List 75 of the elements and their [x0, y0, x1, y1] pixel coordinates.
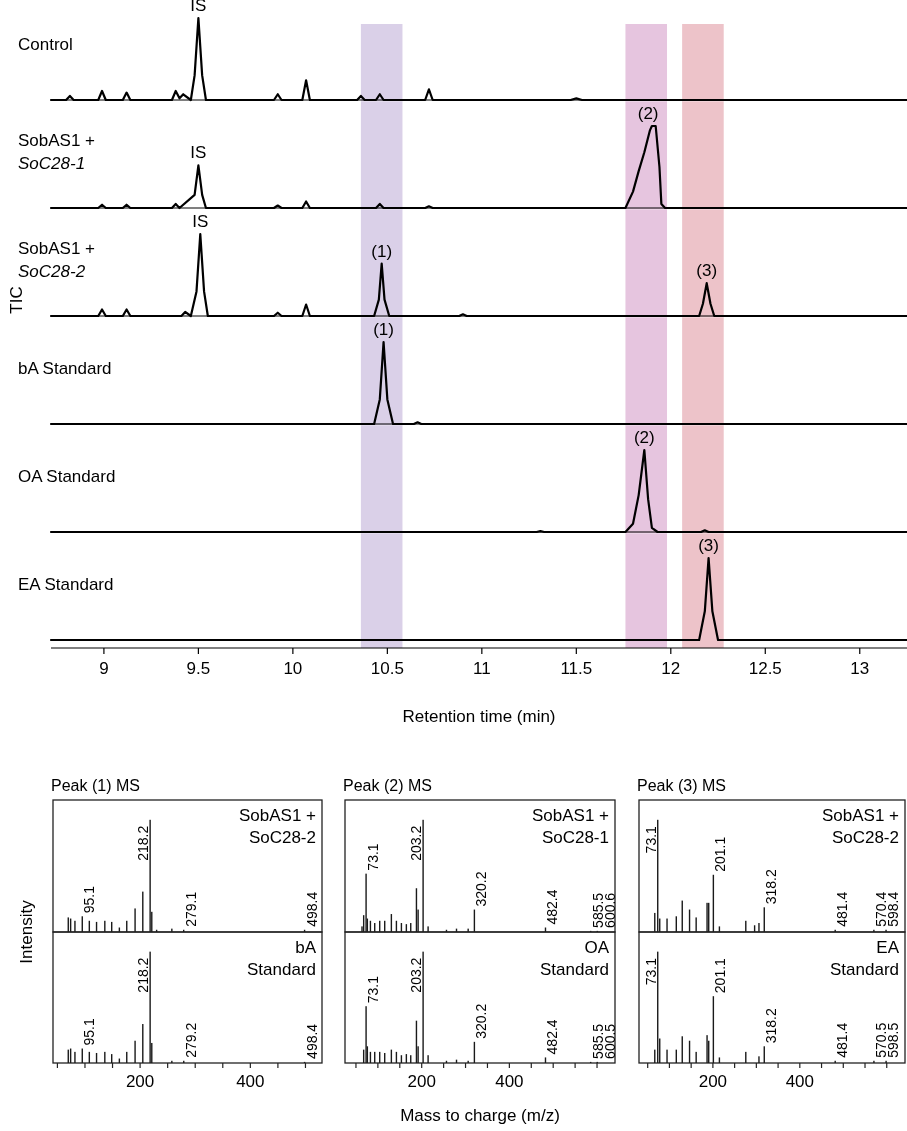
annotation: 279.1: [182, 891, 199, 927]
annotation: 203.2: [408, 957, 425, 993]
annotation: 203.2: [408, 825, 425, 861]
annotation: 320.2: [473, 871, 490, 907]
annotation: 73.1: [365, 975, 382, 1004]
annotation: 218.2: [135, 825, 152, 861]
annotation: SobAS1 +: [238, 806, 317, 825]
annotation: 481.4: [834, 891, 851, 927]
annotation: SoC28-2: [831, 828, 899, 847]
x-tick-label: 12: [661, 659, 681, 678]
annotation: 481.4: [834, 1022, 851, 1058]
x-axis-title: Retention time (min): [402, 707, 556, 726]
annotation: (1): [373, 320, 394, 339]
annotation: (1): [371, 241, 393, 261]
y-axis-title: TIC: [7, 286, 26, 314]
annotation: Standard: [540, 960, 609, 979]
annotation: 320.2: [473, 1003, 490, 1039]
annotation: 279.2: [182, 1022, 199, 1058]
annotation: IS: [192, 212, 209, 231]
annotation: SoC28-2: [248, 828, 316, 847]
annotation: bA: [295, 938, 317, 957]
annotation: (2): [637, 104, 659, 123]
x-tick-label: 400: [785, 1072, 814, 1091]
x-tick-label: 9: [99, 659, 109, 678]
x-tick-label: 200: [698, 1072, 728, 1091]
chart-title: SobAS1 +: [18, 239, 96, 258]
annotation: 95.1: [81, 885, 98, 914]
annotation: 73.1: [642, 957, 659, 986]
x-axis-title: Mass to charge (m/z): [400, 1106, 560, 1125]
text: OA Standard: [18, 467, 116, 486]
annotation: 498.4: [303, 1023, 320, 1059]
annotation: 318.2: [763, 1008, 780, 1044]
annotation: (2): [633, 428, 655, 447]
x-tick-label: 12.5: [748, 659, 782, 678]
annotation: IS: [190, 0, 207, 15]
annotation: 318.2: [763, 869, 780, 905]
chart-title: Peak (3) MS: [637, 777, 726, 794]
x-tick-label: 400: [236, 1072, 265, 1091]
annotation: 482.4: [544, 1019, 561, 1055]
annotation: 201.1: [712, 836, 729, 872]
text: EA Standard: [18, 575, 114, 594]
annotation: IS: [190, 143, 207, 163]
annotation: Standard: [830, 960, 899, 979]
x-tick-label: 9.5: [186, 659, 211, 678]
annotation: 482.4: [544, 889, 561, 925]
annotation: 73.1: [365, 843, 382, 871]
x-tick-label: 11: [473, 659, 491, 678]
annotation: 73.1: [642, 825, 659, 854]
text: SoC28-1: [18, 154, 86, 173]
annotation: Standard: [247, 960, 316, 979]
x-tick-label: 400: [495, 1072, 524, 1091]
annotation: SoC28-1: [541, 828, 609, 847]
x-tick-label: 200: [407, 1072, 436, 1091]
annotation: (3): [696, 261, 718, 281]
x-tick-label: 13: [850, 659, 870, 678]
x-tick-label: 200: [125, 1072, 155, 1091]
annotation: (3): [698, 536, 719, 555]
y-axis-title: Intensity: [17, 899, 36, 964]
annotation: OA: [584, 938, 610, 957]
annotation: 498.4: [303, 891, 320, 927]
chart-title: SobAS1 +: [18, 131, 96, 150]
text: SoC28-2: [18, 262, 86, 281]
x-tick-label: 10.5: [370, 659, 404, 678]
annotation: EA: [876, 938, 900, 957]
annotation: SobAS1 +: [821, 806, 900, 825]
annotation: 201.1: [712, 957, 729, 994]
chart-title: Peak (1) MS: [51, 777, 140, 794]
annotation: 95.1: [81, 1018, 98, 1046]
x-tick-label: 11.5: [560, 659, 593, 678]
text: bA Standard: [18, 359, 112, 378]
x-tick-label: 10: [283, 659, 303, 678]
annotation: SobAS1 +: [531, 806, 610, 825]
chart-title: Peak (2) MS: [343, 777, 432, 794]
text: Control: [18, 35, 73, 54]
annotation: 218.2: [135, 957, 152, 993]
